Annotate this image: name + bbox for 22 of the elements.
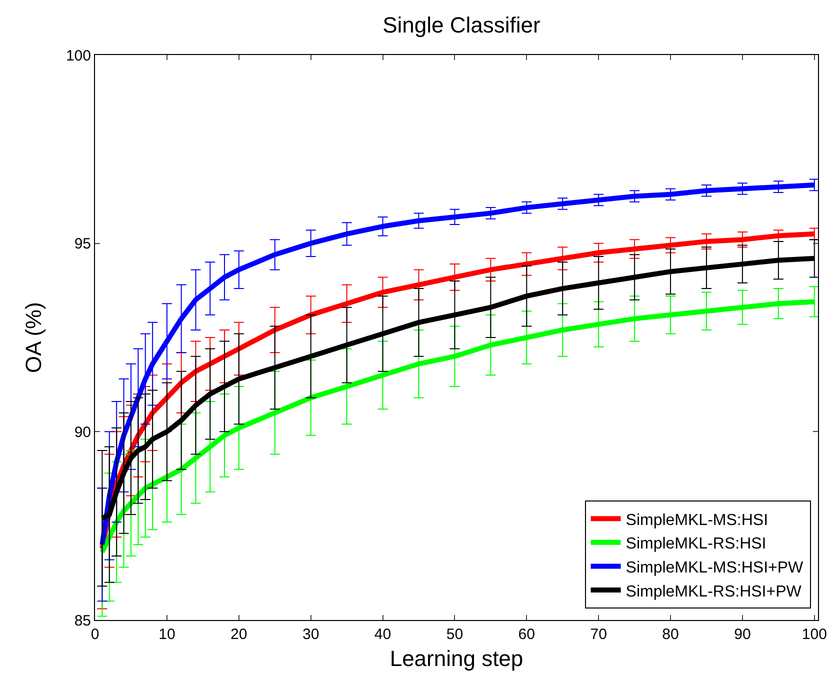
x-axis-title: Learning step <box>390 646 524 671</box>
x-tick-label: 0 <box>90 626 100 643</box>
y-tick-label: 100 <box>66 47 91 64</box>
y-tick-label: 85 <box>74 612 91 630</box>
legend-label: SimpleMKL-RS:HSI+PW <box>626 583 802 600</box>
x-tick-label: 80 <box>662 626 679 643</box>
chart-title: Single Classifier <box>382 12 540 38</box>
x-tick-label: 20 <box>230 626 248 643</box>
legend-label: SimpleMKL-MS:HSI+PW <box>626 559 804 576</box>
y-tick-label: 95 <box>74 236 91 253</box>
x-tick-label: 70 <box>590 626 607 643</box>
legend-label: SimpleMKL-MS:HSI <box>626 512 768 529</box>
x-tick-label: 10 <box>158 626 176 643</box>
x-tick-label: 60 <box>518 626 535 643</box>
y-axis-title: OA (%) <box>21 302 46 373</box>
x-tick-label: 100 <box>802 626 827 643</box>
x-tick-label: 50 <box>446 626 464 643</box>
y-tick-label: 90 <box>74 424 91 441</box>
legend-label: SimpleMKL-RS:HSI <box>626 536 766 553</box>
x-tick-label: 30 <box>302 626 320 643</box>
x-tick-label: 90 <box>734 626 751 643</box>
x-tick-label: 40 <box>374 626 392 643</box>
